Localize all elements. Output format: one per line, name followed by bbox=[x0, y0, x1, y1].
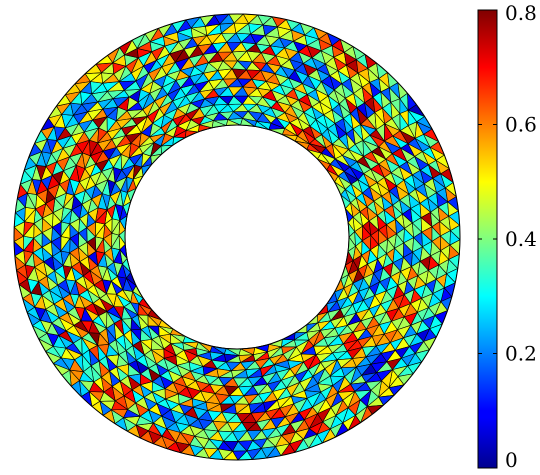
mesh-element bbox=[438, 250, 450, 266]
inner-boundary bbox=[124, 124, 350, 350]
mesh-element bbox=[369, 235, 379, 251]
colorbar-tick-label: 0.2 bbox=[505, 342, 537, 366]
colorbar-tick-label: 0.6 bbox=[505, 113, 537, 137]
mesh-element bbox=[403, 242, 413, 258]
annulus-mesh bbox=[13, 13, 461, 461]
mesh-element bbox=[354, 231, 363, 247]
mesh-element bbox=[361, 225, 372, 242]
colorbar-tick-label: 0 bbox=[505, 448, 518, 472]
colorbar-tick-label: 0.4 bbox=[505, 227, 537, 251]
mesh-element bbox=[412, 237, 423, 253]
colorbar-tick-label: 0.8 bbox=[505, 1, 537, 25]
mesh-element bbox=[386, 238, 395, 254]
colorbar-ticks: 0 0.2 0.4 0.6 0.8 bbox=[478, 1, 537, 472]
mesh-element bbox=[419, 246, 431, 262]
colorbar: 0 0.2 0.4 0.6 0.8 bbox=[477, 1, 537, 472]
mesh-element bbox=[394, 233, 404, 249]
outer-boundary bbox=[13, 13, 461, 461]
mesh-element bbox=[378, 229, 388, 245]
mesh-element bbox=[430, 241, 441, 257]
mesh-element bbox=[448, 244, 460, 260]
